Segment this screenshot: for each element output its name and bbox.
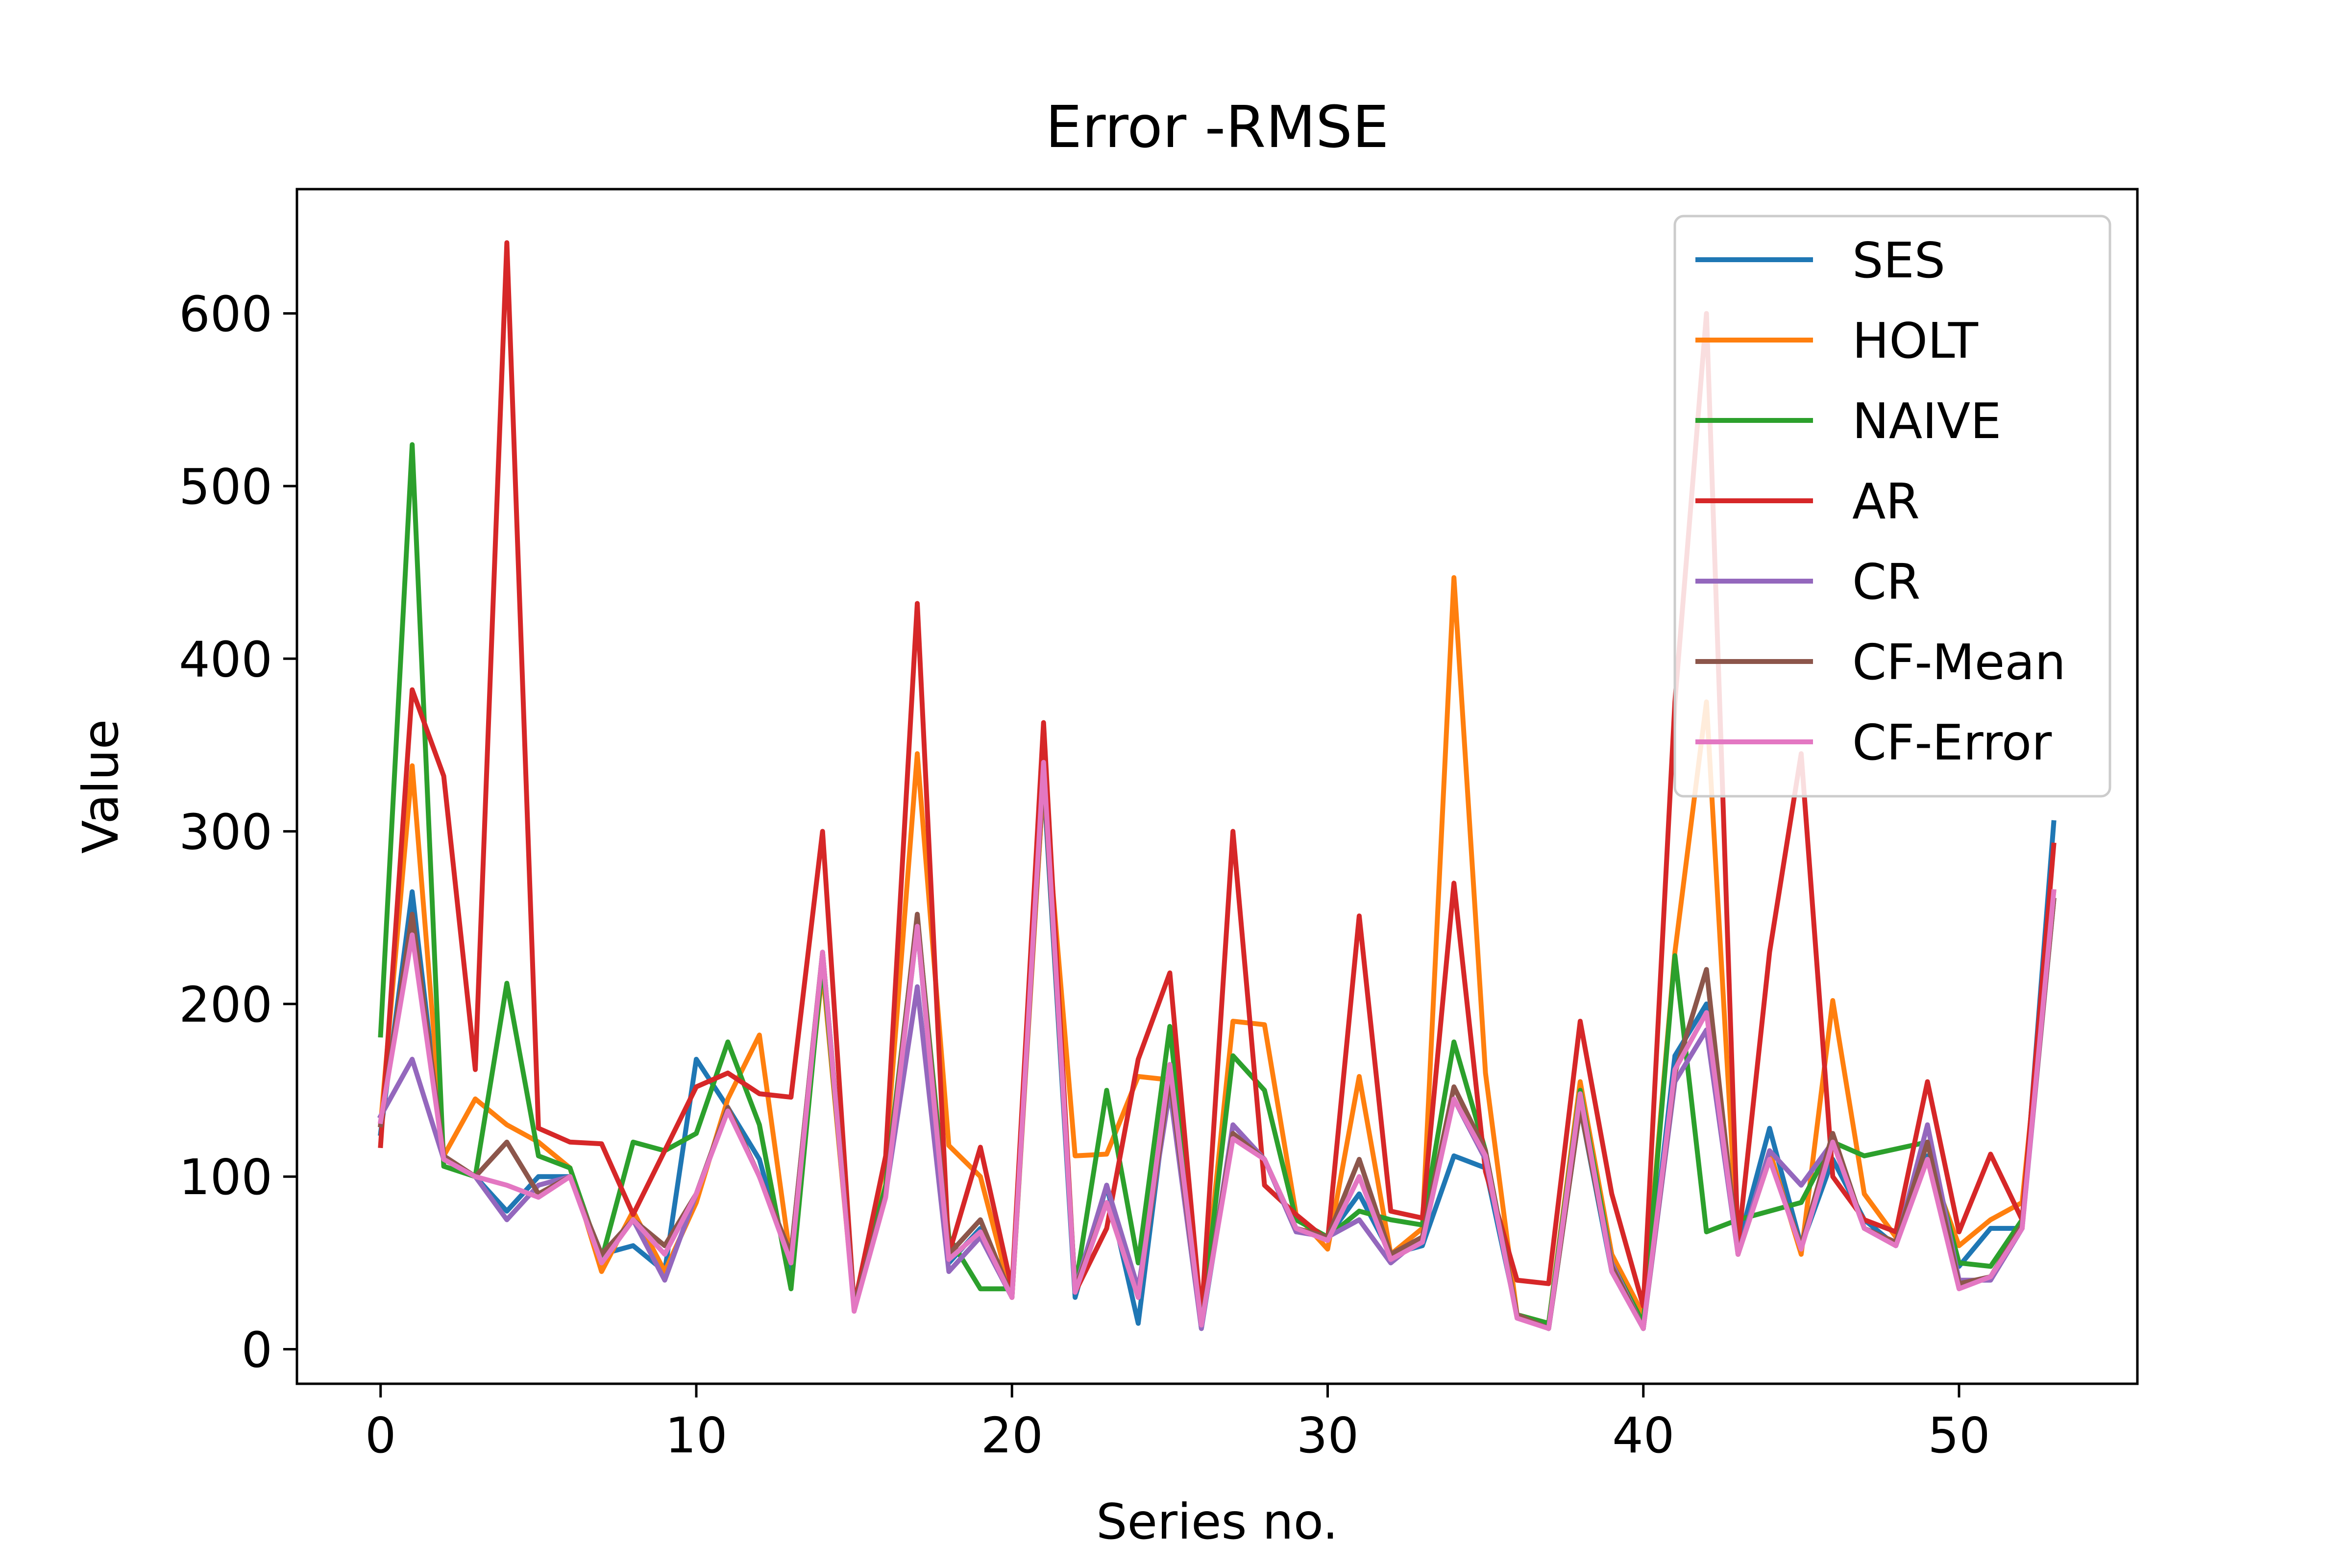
series-layer — [377, 240, 2057, 1331]
legend-label: NAIVE — [1852, 392, 2001, 450]
y-tick-label: 100 — [179, 1149, 272, 1206]
y-tick-label: 500 — [179, 458, 272, 515]
legend-label: SES — [1852, 232, 1945, 289]
x-tick-label: 10 — [665, 1407, 727, 1464]
x-tick-label: 0 — [365, 1407, 396, 1464]
legend: SES HOLT NAIVE AR CR CF-Mean CF-Error — [1673, 215, 2111, 798]
x-tick-label: 20 — [981, 1407, 1043, 1464]
plot-area — [295, 188, 2139, 1385]
x-tick-label: 30 — [1297, 1407, 1359, 1464]
legend-label: CF-Mean — [1852, 634, 2066, 691]
y-tick-label: 200 — [179, 976, 272, 1033]
series-line-naive — [378, 442, 2057, 1326]
series-line-ar — [378, 240, 2057, 1321]
x-tick-label: 40 — [1612, 1407, 1674, 1464]
series-line-cf-error — [377, 760, 2057, 1331]
legend-label: AR — [1852, 473, 1920, 530]
y-tick-label: 600 — [179, 286, 272, 343]
chart-title: Error -RMSE — [1046, 93, 1389, 161]
y-tick-label: 0 — [241, 1322, 272, 1379]
legend-box — [1673, 215, 2111, 798]
x-axis: 0 10 20 30 40 50 — [365, 1384, 1990, 1464]
legend-label: HOLT — [1852, 312, 1979, 369]
y-axis: 0 100 200 300 400 500 600 — [179, 286, 297, 1379]
legend-label: CF-Error — [1852, 714, 2052, 771]
y-axis-label: Value — [72, 719, 129, 854]
axes-frame — [295, 188, 2139, 1385]
legend-label: CR — [1852, 553, 1920, 611]
y-tick-label: 400 — [179, 631, 272, 688]
y-tick-label: 300 — [179, 804, 272, 861]
x-tick-label: 50 — [1928, 1407, 1990, 1464]
x-axis-label: Series no. — [1096, 1493, 1338, 1550]
